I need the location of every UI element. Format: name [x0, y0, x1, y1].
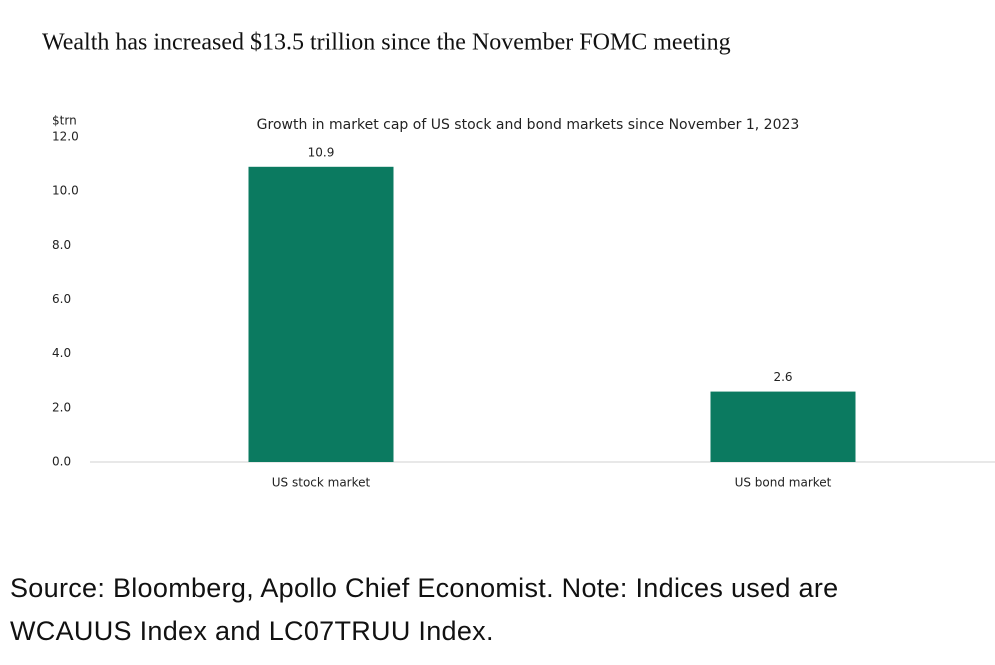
x-tick-label: US bond market: [735, 476, 832, 490]
source-note: Source: Bloomberg, Apollo Chief Economis…: [10, 573, 838, 603]
chart-subtitle: Growth in market cap of US stock and bon…: [257, 117, 800, 133]
y-tick-label: 0.0: [52, 455, 71, 469]
y-tick-label: 8.0: [52, 238, 71, 252]
y-tick-label: 6.0: [52, 292, 71, 306]
data-label: 2.6: [773, 370, 792, 384]
bar: [710, 391, 856, 462]
x-tick-label: US stock market: [272, 476, 371, 490]
bar: [248, 166, 394, 462]
y-tick-label: 10.0: [52, 184, 79, 198]
y-tick-label: 4.0: [52, 346, 71, 360]
y-tick-label: 12.0: [52, 130, 79, 144]
source-note: WCAUUS Index and LC07TRUU Index.: [10, 616, 494, 646]
y-tick-label: 2.0: [52, 400, 71, 414]
y-axis-label: $trn: [52, 114, 77, 128]
chart-title: Wealth has increased $13.5 trillion sinc…: [42, 30, 731, 56]
data-label: 10.9: [308, 145, 335, 159]
